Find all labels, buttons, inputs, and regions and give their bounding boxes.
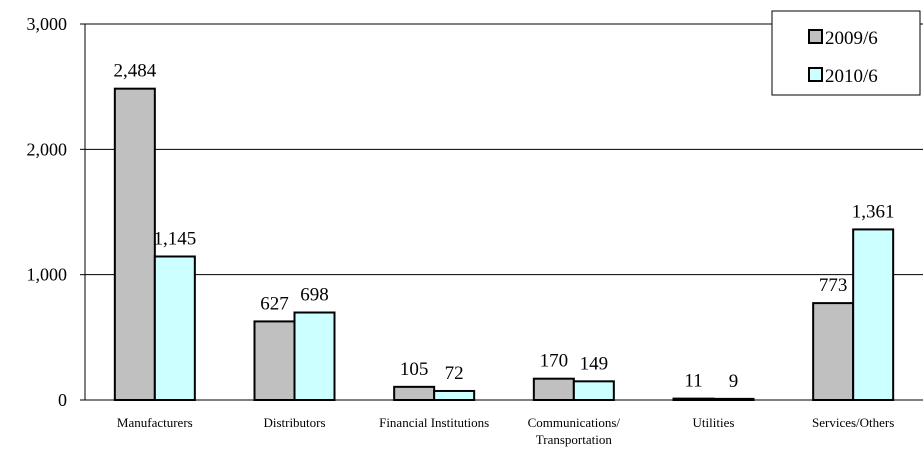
axes [80, 23, 923, 401]
data-label: 170 [540, 351, 569, 372]
category-label: Financial Institutions [379, 415, 489, 430]
legend-swatch [808, 67, 823, 82]
data-label: 2,484 [113, 61, 156, 82]
category-label: Manufacturers [117, 415, 193, 430]
bar-2010-6-0 [153, 255, 196, 402]
legend-label: 2010/6 [825, 66, 878, 87]
bar-2010-6-5 [852, 228, 895, 401]
category-label: Distributors [263, 415, 325, 430]
bar-2009-6-4 [672, 397, 715, 402]
category-label: Services/Others [812, 415, 894, 430]
bar-2009-6-0 [113, 87, 156, 401]
category-label: Communications/Transportation [528, 415, 621, 447]
category-label-line: Utilities [693, 415, 735, 430]
category-label-line: Manufacturers [117, 415, 193, 430]
category-labels: Manufacturers Distributors Financial Insti… [117, 415, 894, 447]
y-tick-label: 2,000 [27, 139, 68, 159]
y-tick-labels: 0 1,000 2,000 3,000 [27, 14, 68, 410]
data-label: 1,145 [153, 228, 196, 249]
bar-2010-6-2 [433, 389, 476, 402]
bar-2010-6-3 [572, 380, 615, 402]
bar-2009-6-2 [393, 385, 436, 401]
bar-2009-6-1 [253, 320, 296, 401]
data-label: 11 [684, 371, 702, 392]
data-label: 698 [300, 285, 329, 306]
bar-2009-6-3 [532, 377, 575, 401]
bar-2010-6-1 [293, 311, 336, 401]
category-label-line: Distributors [263, 415, 325, 430]
category-label-line: Financial Institutions [379, 415, 489, 430]
data-label: 72 [445, 363, 464, 384]
legend-swatch [808, 29, 823, 44]
legend-label: 2009/6 [825, 28, 878, 49]
y-tick-label: 3,000 [27, 14, 68, 34]
data-label: 627 [260, 293, 289, 314]
data-labels: 2,484 1,145 627 698 105 72 170 149 11 9 773 1,361 [113, 61, 894, 392]
bar-2010-6-4 [712, 397, 755, 402]
bar-2009-6-5 [812, 302, 855, 402]
legend-box [771, 10, 921, 96]
category-label-line: Services/Others [812, 415, 894, 430]
data-label: 9 [729, 371, 739, 392]
bars [113, 87, 895, 402]
data-label: 1,361 [852, 201, 895, 222]
category-label-line: Transportation [536, 432, 613, 447]
data-label: 105 [400, 359, 429, 380]
y-tick-label: 1,000 [27, 265, 68, 285]
category-label: Utilities [693, 415, 735, 430]
data-label: 149 [580, 353, 609, 374]
legend: 2009/6 2010/6 [771, 10, 921, 96]
category-label-line: Communications/ [528, 415, 621, 430]
y-tick-label: 0 [58, 390, 67, 410]
data-label: 773 [819, 275, 848, 296]
